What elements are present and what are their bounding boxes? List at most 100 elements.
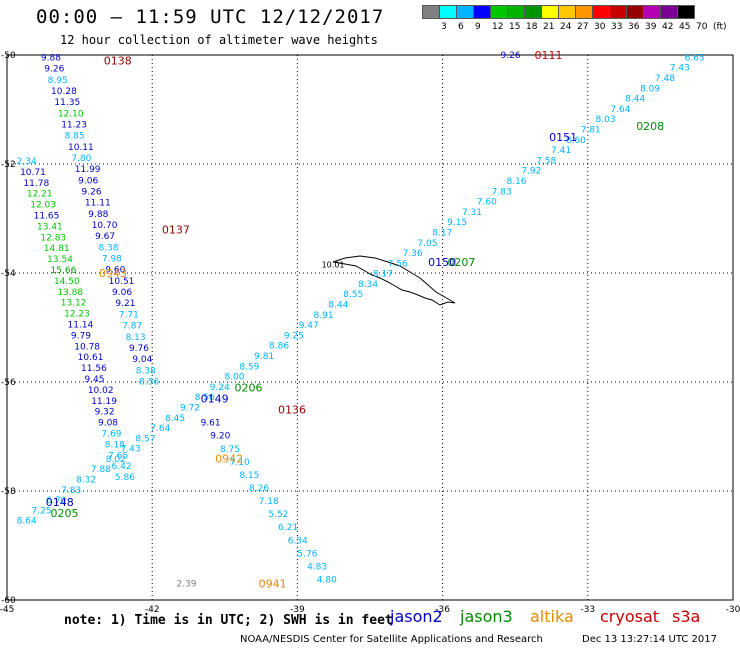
wave-height-label: 7.65 — [108, 451, 128, 461]
wave-height-label: 7.36 — [403, 249, 423, 259]
y-tick-label: -50 — [1, 51, 16, 61]
pass-time-label: 0941 — [259, 578, 287, 591]
wave-height-label: 9.76 — [129, 344, 149, 354]
wave-height-label: 14.50 — [54, 277, 80, 287]
wave-height-label: 7.31 — [462, 208, 482, 218]
wave-height-label: 9.24 — [210, 383, 230, 393]
wave-height-label: 7.58 — [536, 156, 556, 166]
wave-height-label: 8.02 — [106, 455, 126, 465]
wave-height-label: 7.88 — [91, 465, 111, 475]
wave-height-label: 4.80 — [317, 576, 337, 586]
y-tick-label: -58 — [1, 487, 16, 497]
wave-height-label: 11.78 — [23, 179, 49, 189]
wave-height-label: 9.21 — [115, 299, 135, 309]
wave-height-label: 8.44 — [625, 95, 645, 105]
island-outline — [332, 255, 456, 306]
wave-height-label: 10.61 — [78, 353, 104, 363]
legend-label: 6 — [458, 22, 464, 32]
wave-height-label: 14.81 — [44, 244, 70, 254]
pass-time-label: 0205 — [51, 507, 79, 520]
y-tick-label: -60 — [1, 596, 16, 606]
satellite-name: s3a — [672, 607, 701, 626]
pass-time-label: 0137 — [162, 223, 190, 236]
wave-height-label: 11.65 — [34, 212, 60, 222]
wave-height-label: 8.59 — [239, 362, 259, 372]
wave-height-label: 9.79 — [71, 331, 91, 341]
x-tick-label: -33 — [580, 605, 595, 615]
wave-height-label: 8.13 — [126, 333, 146, 343]
wave-height-label: 4.83 — [307, 562, 327, 572]
wave-height-label: 10.01 — [322, 261, 345, 270]
wave-height-label: 8.18 — [105, 440, 125, 450]
wave-height-label: 13.41 — [37, 222, 63, 232]
wave-height-label: 7.81 — [581, 126, 601, 136]
legend-label: 45 — [679, 22, 691, 32]
y-tick-label: -54 — [1, 269, 16, 279]
wave-height-label: 9.15 — [447, 218, 467, 228]
wave-height-label: 10.78 — [74, 342, 100, 352]
pass-time-label: 0138 — [104, 54, 132, 67]
wave-height-label: 12.23 — [64, 310, 90, 320]
wave-height-label: 8.32 — [76, 476, 96, 486]
wave-height-label: 7.60 — [477, 198, 497, 208]
wave-height-label: 9.81 — [254, 352, 274, 362]
wave-height-label: 11.14 — [68, 321, 94, 331]
wave-height-label: 7.18 — [259, 497, 279, 507]
wave-height-label: 10.11 — [68, 143, 94, 153]
wave-height-label: 7.43 — [670, 64, 690, 74]
wave-height-label: 8.56 — [139, 377, 159, 387]
legend-label: 9 — [475, 22, 481, 32]
legend-label: 3 — [441, 22, 447, 32]
wave-height-label: 10.70 — [92, 221, 118, 231]
wave-height-label: 8.55 — [343, 290, 363, 300]
wave-height-label: 11.99 — [75, 165, 101, 175]
wave-height-label: 8.15 — [239, 471, 259, 481]
wave-height-label: 7.48 — [655, 74, 675, 84]
wave-height-label: 8.44 — [328, 301, 348, 311]
wave-height-label: 7.43 — [121, 445, 141, 455]
pass-time-label: 0942 — [215, 452, 243, 465]
wave-height-label: 9.61 — [201, 419, 221, 429]
wave-height-label: 7.64 — [150, 424, 170, 434]
legend-swatch — [677, 5, 695, 19]
wave-height-label: 8.00 — [224, 373, 244, 383]
wave-height-label: 11.35 — [54, 98, 80, 108]
wave-height-label: 11.19 — [91, 397, 117, 407]
wave-height-label: 8.09 — [640, 84, 660, 94]
wave-height-label: 9.26 — [82, 188, 102, 198]
wave-height-label: 9.04 — [132, 355, 152, 365]
wave-height-label: 6.65 — [685, 53, 705, 63]
legend-label: 39 — [645, 22, 657, 32]
wave-height-label: 12.21 — [27, 190, 53, 200]
legend-label: 42 — [662, 22, 674, 32]
wave-height-label: 10.51 — [109, 277, 135, 287]
wave-height-label: 8.03 — [596, 115, 616, 125]
wave-height-label: 8.60 — [566, 136, 586, 146]
pass-time-label: 0111 — [535, 49, 563, 62]
pass-time-label: 0207 — [447, 256, 475, 269]
y-tick-label: -56 — [1, 378, 16, 388]
legend-label: 24 — [560, 22, 572, 32]
wave-height-label: 11.56 — [81, 364, 107, 374]
wave-height-label: 8.86 — [269, 342, 289, 352]
wave-height-label: 7.92 — [521, 167, 541, 177]
wave-height-label: 13.54 — [47, 255, 73, 265]
wave-height-label: 7.83 — [61, 486, 81, 496]
wave-height-label: 7.05 — [417, 239, 437, 249]
wave-height-label: 5.76 — [297, 549, 317, 559]
x-tick-label: -45 — [0, 605, 14, 615]
wave-height-label: 15.66 — [51, 266, 77, 276]
wave-height-label: 8.75 — [220, 445, 240, 455]
wave-height-label: 5.86 — [115, 473, 135, 483]
wave-height-label: 8.38 — [136, 366, 156, 376]
credit-text: NOAA/NESDIS Center for Satellite Applica… — [240, 634, 543, 645]
wave-height-label: 7.87 — [122, 322, 142, 332]
wave-height-label: 5.52 — [268, 510, 288, 520]
wave-height-label: 7.25 — [32, 506, 52, 516]
wave-height-label: 9.06 — [78, 176, 98, 186]
wave-height-label: 13.12 — [61, 299, 87, 309]
wave-height-label: 9.25 — [284, 331, 304, 341]
x-tick-label: -36 — [435, 605, 450, 615]
x-tick-label: -30 — [726, 605, 740, 615]
